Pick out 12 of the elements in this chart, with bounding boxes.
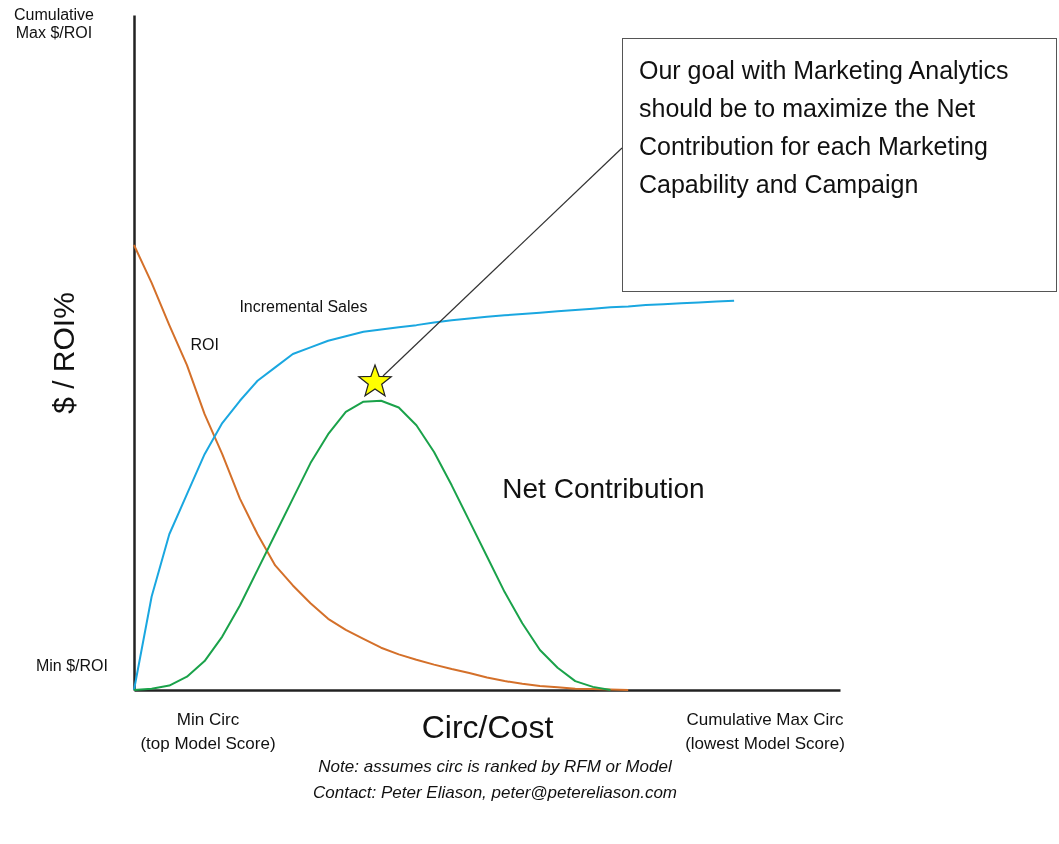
x-axis-title: Circ/Cost [421, 708, 554, 745]
text: Contact: Peter Eliason, peter@petereliason.com [311, 783, 679, 803]
text: Cumulative Max Circ (lowest Model Score) [684, 709, 846, 755]
text: Our goal with Marketing Analytics should be to maximize the Net Contribution for each Marketing Capability and Campaign [622, 38, 1057, 292]
series-label: Net Contribution [502, 472, 705, 504]
text: Min $/ROI [35, 657, 109, 675]
text: Cumulative Max $/ROI [13, 6, 95, 42]
text: Note: assumes circ is ranked by RFM or Model [317, 757, 673, 777]
text: Min Circ (top Model Score) [139, 709, 277, 755]
series-label: Incremental Sales [239, 298, 368, 316]
series-label: ROI [190, 336, 219, 354]
y-axis-title: $ / ROI% [46, 292, 80, 414]
